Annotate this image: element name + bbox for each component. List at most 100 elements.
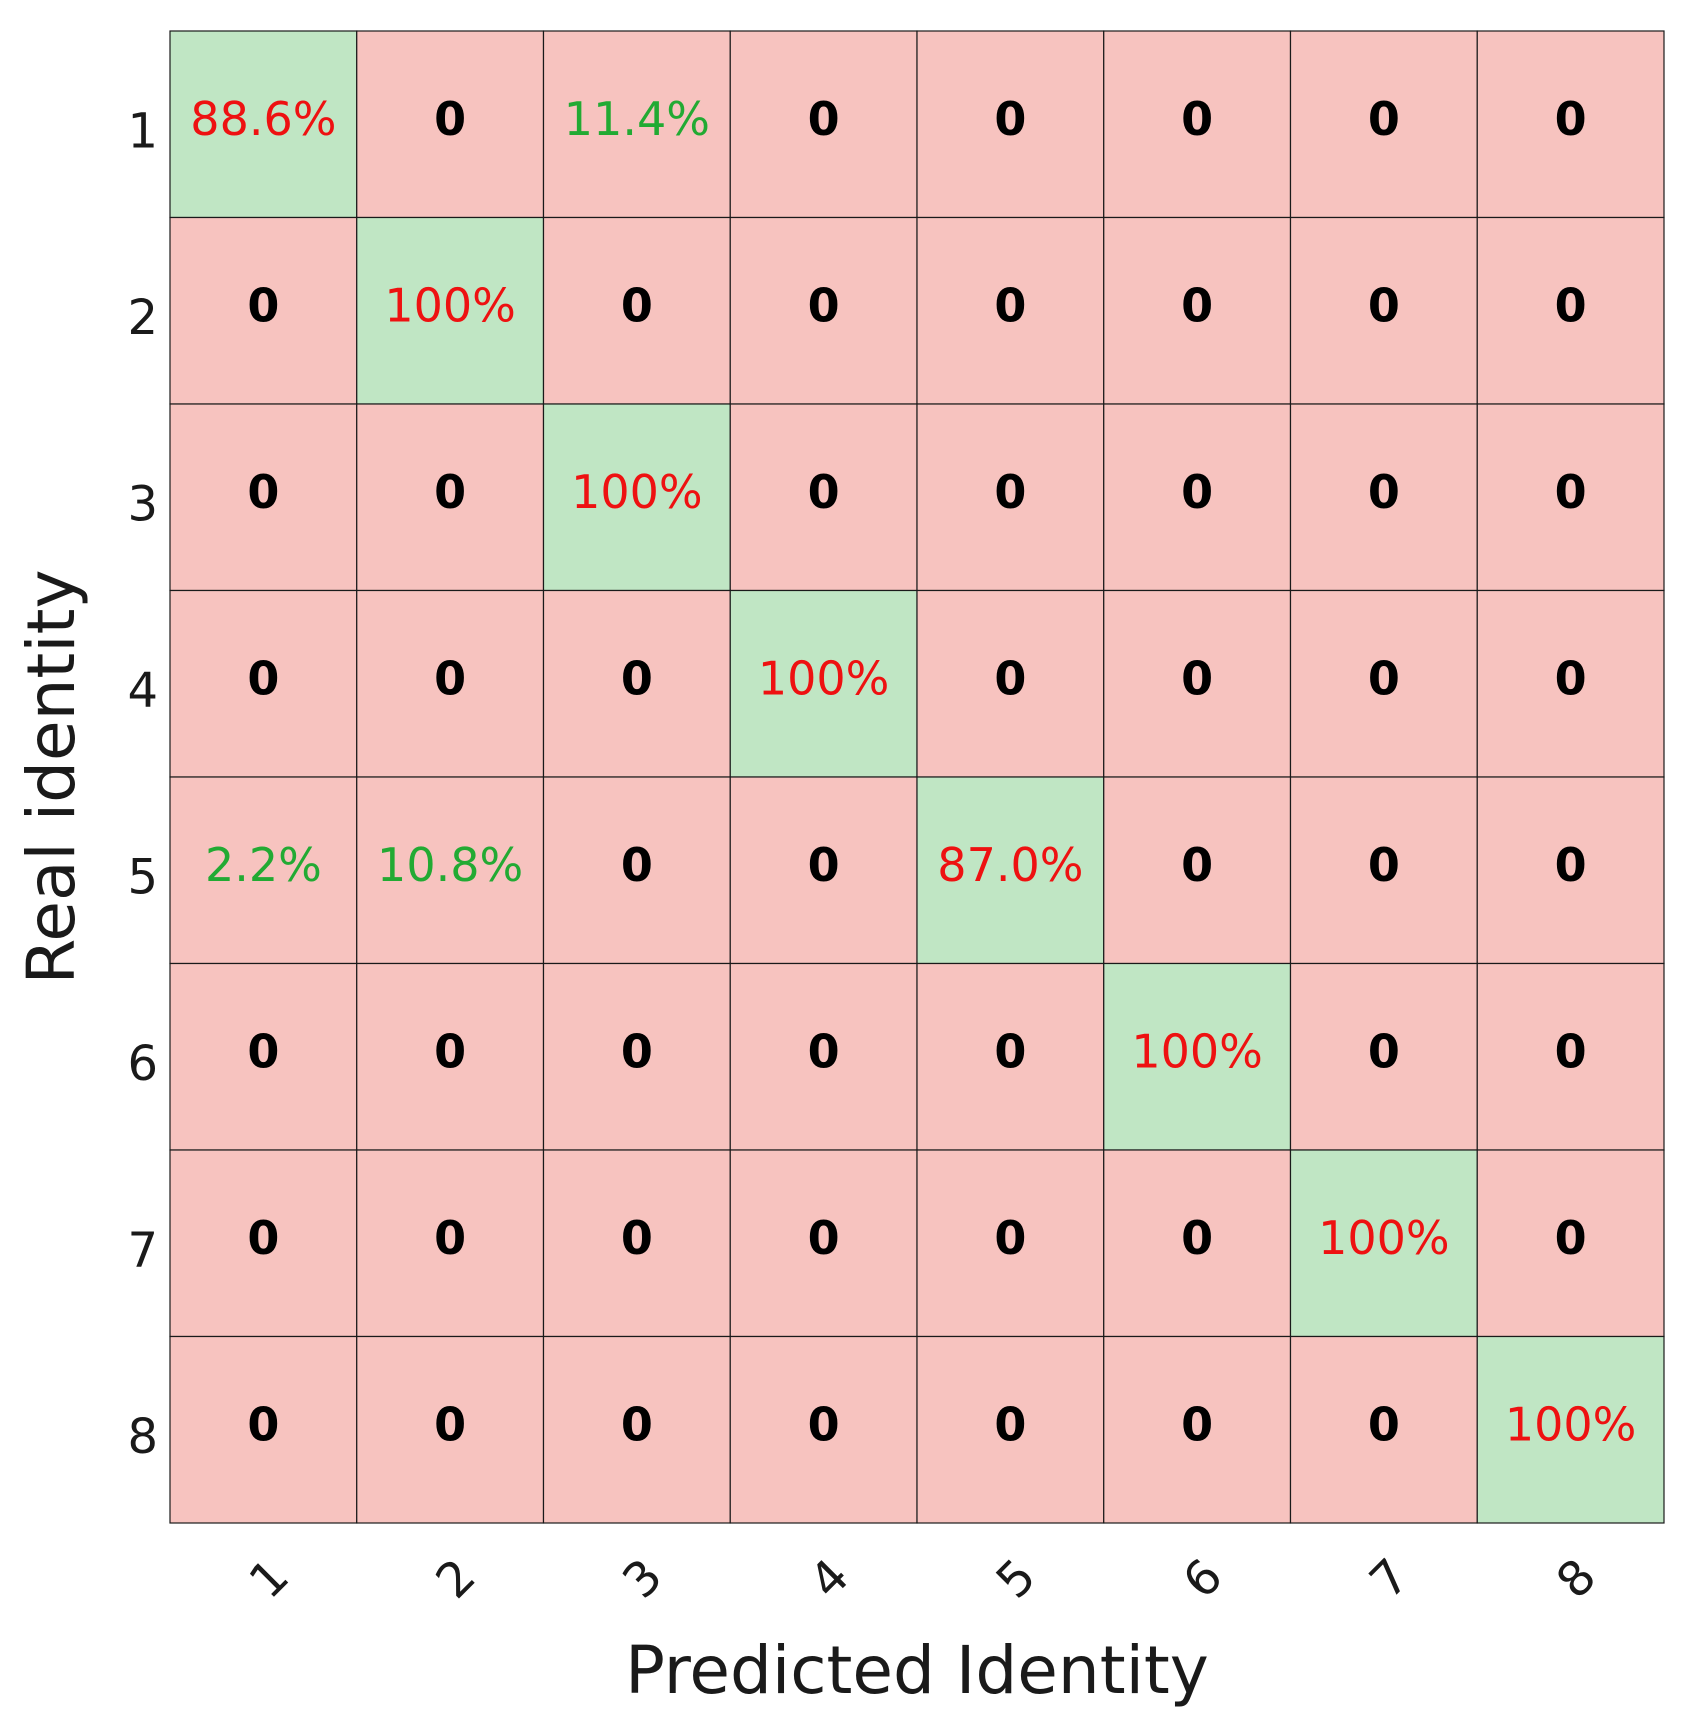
matrix-value-label: 0 — [808, 465, 840, 519]
matrix-value-label: 0 — [247, 1397, 279, 1451]
matrix-cell — [1289, 589, 1478, 778]
matrix-cells — [169, 30, 1665, 1524]
matrix-cell — [169, 1149, 358, 1338]
x-tick-label: 5 — [986, 1548, 1047, 1609]
x-tick-label: 1 — [239, 1548, 300, 1609]
matrix-value-label: 11.4% — [564, 92, 710, 146]
matrix-value-label: 0 — [808, 1024, 840, 1078]
matrix-value-label: 0 — [1368, 92, 1400, 146]
matrix-value-label: 0 — [1181, 1397, 1213, 1451]
matrix-value-label: 0 — [994, 465, 1026, 519]
matrix-value-label: 0 — [247, 1024, 279, 1078]
matrix-value-label: 0 — [1368, 651, 1400, 705]
matrix-value-label: 0 — [621, 838, 653, 892]
matrix-value-label: 0 — [1555, 465, 1587, 519]
matrix-cell — [356, 776, 545, 965]
matrix-cell — [169, 30, 358, 219]
y-tick-label: 5 — [127, 849, 158, 905]
matrix-cell — [916, 1149, 1105, 1338]
matrix-cell — [916, 589, 1105, 778]
matrix-cell — [916, 216, 1105, 405]
matrix-cell — [1476, 1149, 1665, 1338]
matrix-value-label: 0 — [994, 92, 1026, 146]
matrix-value-label: 0 — [621, 1211, 653, 1265]
x-tick-label: 3 — [612, 1548, 673, 1609]
matrix-value-label: 0 — [1555, 278, 1587, 332]
matrix-value-label: 0 — [1368, 1397, 1400, 1451]
matrix-value-label: 0 — [808, 838, 840, 892]
matrix-cell — [1289, 1335, 1478, 1524]
x-axis-ticks: 1 2 3 4 5 6 7 8 — [239, 1548, 1607, 1609]
y-axis-ticks: 1 2 3 4 5 6 7 8 — [127, 103, 158, 1465]
x-tick-label: 6 — [1172, 1548, 1233, 1609]
matrix-cell — [542, 962, 731, 1151]
matrix-cell — [729, 403, 918, 592]
x-tick-label: 7 — [1359, 1548, 1420, 1609]
matrix-cell — [729, 216, 918, 405]
matrix-cell — [1289, 216, 1478, 405]
matrix-value-label: 0 — [994, 651, 1026, 705]
matrix-cell — [1103, 962, 1292, 1151]
matrix-cell — [1476, 1335, 1665, 1524]
matrix-value-label: 0 — [808, 92, 840, 146]
matrix-value-label: 0 — [1368, 465, 1400, 519]
matrix-cell — [1476, 776, 1665, 965]
matrix-cell — [1476, 962, 1665, 1151]
y-tick-label: 4 — [127, 663, 158, 719]
matrix-cell — [1103, 30, 1292, 219]
matrix-value-label: 87.0% — [937, 838, 1083, 892]
matrix-cell — [729, 30, 918, 219]
matrix-cell — [1476, 30, 1665, 219]
matrix-cell — [356, 589, 545, 778]
matrix-cell — [356, 1149, 545, 1338]
matrix-value-label: 100% — [1318, 1211, 1450, 1265]
matrix-cell — [916, 776, 1105, 965]
matrix-value-label: 0 — [1368, 838, 1400, 892]
matrix-value-label: 0 — [247, 1211, 279, 1265]
matrix-value-label: 2.2% — [205, 838, 322, 892]
matrix-value-label: 0 — [434, 1397, 466, 1451]
matrix-value-label: 100% — [1131, 1024, 1263, 1078]
matrix-value-label: 0 — [1555, 1211, 1587, 1265]
matrix-cell — [1103, 403, 1292, 592]
y-tick-label: 6 — [127, 1036, 158, 1092]
matrix-cell — [1103, 1149, 1292, 1338]
y-tick-label: 8 — [127, 1409, 158, 1465]
matrix-value-label: 0 — [994, 278, 1026, 332]
matrix-value-label: 0 — [247, 651, 279, 705]
matrix-value-label: 100% — [1505, 1397, 1637, 1451]
matrix-cell — [1289, 30, 1478, 219]
matrix-cell — [356, 403, 545, 592]
matrix-value-label: 100% — [384, 278, 516, 332]
matrix-value-label: 0 — [1555, 651, 1587, 705]
x-tick-label: 2 — [425, 1548, 486, 1609]
matrix-cell — [542, 403, 731, 592]
y-tick-label: 3 — [127, 476, 158, 532]
matrix-cell — [356, 216, 545, 405]
y-axis-label: Real identity — [13, 569, 90, 984]
matrix-cell — [1103, 216, 1292, 405]
matrix-value-label: 0 — [808, 1397, 840, 1451]
matrix-value-labels: 88.6% 0 11.4% 0 0 0 0 0 0 100% 0 0 0 0 0 0 0 0 100% 0 0 0 0 0 0 0… — [190, 92, 1636, 1452]
matrix-value-label: 10.8% — [377, 838, 523, 892]
y-tick-label: 2 — [127, 290, 158, 346]
matrix-cell — [542, 776, 731, 965]
matrix-value-label: 0 — [247, 465, 279, 519]
matrix-cell — [729, 776, 918, 965]
matrix-value-label: 0 — [1555, 1024, 1587, 1078]
matrix-cell — [916, 403, 1105, 592]
matrix-cell — [542, 1149, 731, 1338]
matrix-cell — [1476, 216, 1665, 405]
matrix-value-label: 0 — [621, 651, 653, 705]
matrix-value-label: 0 — [434, 465, 466, 519]
y-tick-label: 1 — [127, 103, 158, 159]
matrix-cell — [356, 962, 545, 1151]
matrix-value-label: 0 — [1181, 465, 1213, 519]
matrix-value-label: 0 — [1555, 92, 1587, 146]
matrix-value-label: 0 — [808, 278, 840, 332]
x-axis-label: Predicted Identity — [625, 1632, 1209, 1709]
matrix-cell — [169, 589, 358, 778]
matrix-value-label: 0 — [1368, 1024, 1400, 1078]
matrix-value-label: 100% — [758, 651, 890, 705]
x-tick-label: 4 — [799, 1548, 860, 1609]
